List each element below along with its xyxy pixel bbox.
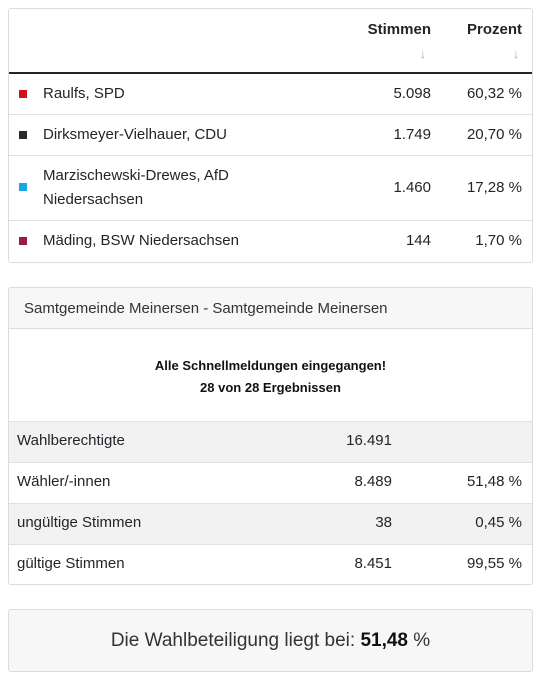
stats-percent: 51,48 % <box>466 473 522 490</box>
stats-label: gültige Stimmen <box>17 555 125 572</box>
stats-percent: 99,55 % <box>466 555 522 572</box>
stats-row: Wähler/-innen 8.489 51,48 % <box>9 462 532 503</box>
candidate-name: Dirksmeyer-Vielhauer, CDU <box>43 126 227 143</box>
percent-value: 20,70 % <box>466 126 522 143</box>
stats-row: Wahlberechtigte 16.491 <box>9 421 532 462</box>
turnout-label: Die Wahlbeteiligung liegt bei: <box>110 630 356 651</box>
table-row: Raulfs, SPD 5.098 60,32 % <box>9 74 532 115</box>
column-header-prozent[interactable]: Prozent <box>466 21 522 38</box>
candidate-name: Mäding, BSW Niedersachsen <box>43 232 239 249</box>
reporting-status: Alle Schnellmeldungen eingegangen! 28 vo… <box>9 329 532 421</box>
votes-value: 144 <box>405 232 431 249</box>
municipality-title: Samtgemeinde Meinersen - Samtgemeinde Me… <box>9 288 532 329</box>
table-row: Marzischewski-Drewes, AfD Niedersachsen … <box>9 156 532 221</box>
candidate-name: Raulfs, SPD <box>43 85 125 102</box>
sort-arrow-icon[interactable]: ↓ <box>420 47 426 61</box>
stats-label: Wähler/-innen <box>17 473 111 490</box>
turnout-unit: % <box>413 630 431 651</box>
turnout-box: Die Wahlbeteiligung liegt bei: 51,48 % <box>8 609 533 672</box>
table-row: Mäding, BSW Niedersachsen 144 1,70 % <box>9 221 532 262</box>
reporting-status-line: Alle Schnellmeldungen eingegangen! <box>154 358 387 373</box>
stats-percent: 0,45 % <box>475 514 522 531</box>
stats-row: ungültige Stimmen 38 0,45 % <box>9 503 532 544</box>
municipality-card: Samtgemeinde Meinersen - Samtgemeinde Me… <box>8 287 533 585</box>
votes-value: 1.749 <box>393 126 431 143</box>
results-table-header: Stimmen ↓ Prozent ↓ <box>9 9 532 74</box>
sort-arrow-icon[interactable]: ↓ <box>513 47 519 61</box>
stats-label: Wahlberechtigte <box>17 432 125 449</box>
stats-value: 16.491 <box>346 432 392 449</box>
column-header-stimmen[interactable]: Stimmen <box>367 21 431 38</box>
percent-value: 17,28 % <box>466 179 522 196</box>
party-color-swatch <box>19 237 27 245</box>
percent-value: 60,32 % <box>466 85 522 102</box>
results-table: Stimmen ↓ Prozent ↓ Raulfs, SPD 5.098 60… <box>8 8 533 263</box>
votes-value: 5.098 <box>393 85 431 102</box>
party-color-swatch <box>19 131 27 139</box>
percent-value: 1,70 % <box>475 232 522 249</box>
stats-value: 38 <box>375 514 392 531</box>
candidate-name-line2: Niedersachsen <box>43 191 144 208</box>
table-row: Dirksmeyer-Vielhauer, CDU 1.749 20,70 % <box>9 115 532 156</box>
party-color-swatch <box>19 90 27 98</box>
votes-value: 1.460 <box>393 179 431 196</box>
stats-label: ungültige Stimmen <box>17 514 142 531</box>
reporting-count: 28 von 28 Ergebnissen <box>200 380 341 395</box>
candidate-name: Marzischewski-Drewes, AfD <box>43 167 229 184</box>
party-color-swatch <box>19 183 27 191</box>
stats-row: gültige Stimmen 8.451 99,55 % <box>9 544 532 585</box>
turnout-value: 51,48 <box>360 630 408 651</box>
stats-value: 8.451 <box>354 555 392 572</box>
stats-value: 8.489 <box>354 473 392 490</box>
